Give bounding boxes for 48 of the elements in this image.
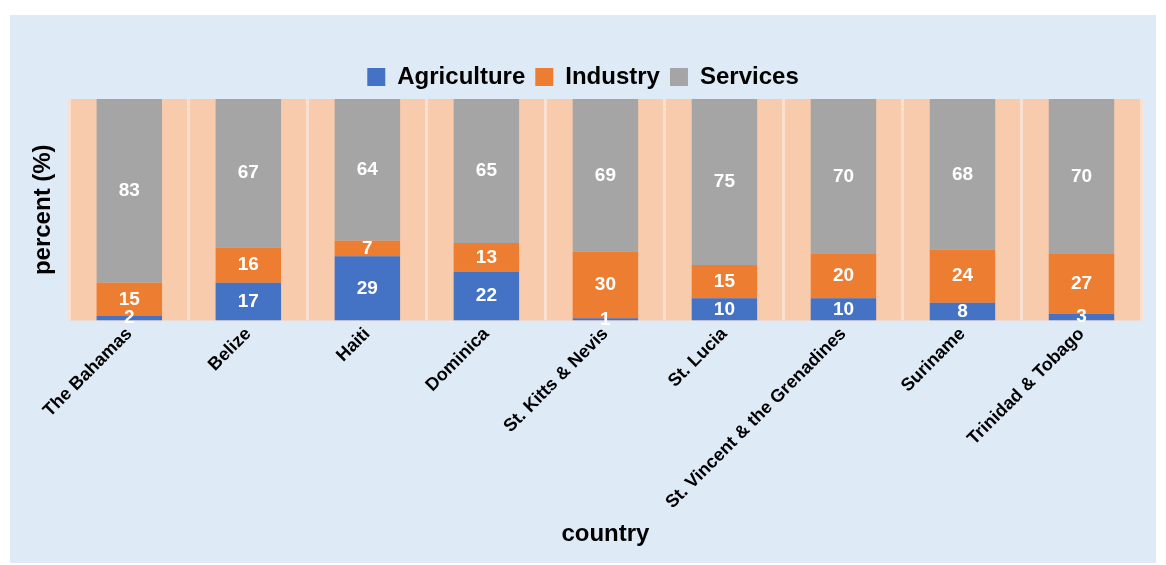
bar <box>334 99 401 241</box>
data-label: 67 <box>237 161 259 183</box>
y-axis-title: percent (%) <box>28 144 56 276</box>
bar <box>334 240 401 257</box>
data-label: 64 <box>356 158 379 180</box>
bar <box>929 99 996 250</box>
data-label: 83 <box>118 179 140 201</box>
data-label: 20 <box>832 264 855 286</box>
bar <box>1048 99 1115 255</box>
data-label: 16 <box>237 253 259 275</box>
legend-label: Industry <box>565 61 661 89</box>
data-label: 27 <box>1070 272 1093 294</box>
data-label: 68 <box>951 162 974 184</box>
bar <box>215 247 282 283</box>
data-label: 65 <box>475 159 498 181</box>
data-label: 2 <box>124 306 135 328</box>
bar <box>215 282 282 321</box>
data-label: 15 <box>118 287 141 309</box>
bar <box>453 242 520 272</box>
bar <box>453 99 520 243</box>
data-label: 70 <box>1070 164 1093 186</box>
x-axis-title: country <box>561 519 651 547</box>
data-label: 15 <box>713 269 736 291</box>
data-label: 8 <box>957 299 968 321</box>
bar <box>691 99 758 266</box>
bar <box>96 99 163 283</box>
data-label: 7 <box>362 236 373 258</box>
data-label: 22 <box>475 284 497 306</box>
data-label: 13 <box>475 245 497 267</box>
data-label: 29 <box>356 276 378 298</box>
data-label: 17 <box>237 289 259 311</box>
bar <box>929 249 996 303</box>
data-label: 30 <box>594 273 616 295</box>
data-label: 70 <box>832 164 855 186</box>
legend-label: Agriculture <box>397 61 526 89</box>
bar <box>691 265 758 299</box>
data-label: 24 <box>951 264 974 286</box>
data-label: 10 <box>832 297 855 319</box>
bar <box>810 254 877 299</box>
bar <box>453 271 520 321</box>
bar <box>810 99 877 255</box>
legend-label: Services <box>699 61 799 89</box>
bar <box>334 256 401 321</box>
data-label: 75 <box>713 170 736 192</box>
data-label: 10 <box>713 297 735 319</box>
bar <box>215 99 282 248</box>
data-label: 69 <box>594 163 616 185</box>
bar <box>572 99 639 252</box>
